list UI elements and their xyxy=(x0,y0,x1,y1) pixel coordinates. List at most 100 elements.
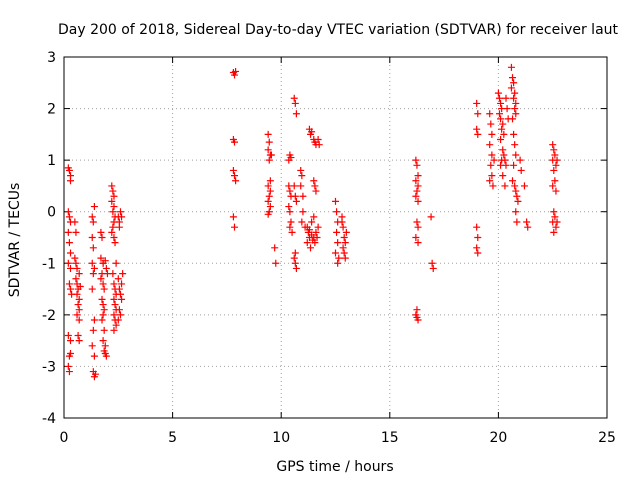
data-point xyxy=(287,154,295,162)
data-point xyxy=(291,192,299,200)
data-point xyxy=(90,203,98,211)
data-point xyxy=(89,244,97,252)
data-point xyxy=(486,141,494,149)
data-point xyxy=(115,285,123,293)
y-tick-label: 1 xyxy=(47,153,56,169)
data-point xyxy=(516,156,524,164)
data-point xyxy=(71,254,79,262)
data-point xyxy=(97,228,105,236)
data-point xyxy=(67,264,75,272)
data-point xyxy=(513,218,521,226)
data-point xyxy=(312,187,320,195)
data-point xyxy=(98,316,106,324)
data-point xyxy=(412,234,420,241)
data-point xyxy=(111,239,119,247)
data-point xyxy=(315,141,323,149)
data-point xyxy=(99,337,107,345)
data-point xyxy=(507,63,515,71)
data-point xyxy=(474,234,482,241)
data-point xyxy=(486,177,494,185)
data-point xyxy=(500,151,508,159)
data-point xyxy=(501,182,509,190)
data-point xyxy=(497,115,505,123)
data-point xyxy=(74,331,82,339)
data-point xyxy=(520,182,528,190)
data-point xyxy=(412,192,420,200)
data-point xyxy=(487,161,495,169)
data-point xyxy=(98,234,106,241)
data-point xyxy=(332,249,339,257)
data-point xyxy=(339,223,347,231)
data-point xyxy=(341,254,349,262)
data-point xyxy=(474,110,482,118)
y-tick-label: 3 xyxy=(47,50,56,66)
data-point xyxy=(72,275,80,283)
data-point xyxy=(510,94,518,102)
axis-ticks: 0 5 10 15 20 25 -4 -3 -2 -1 0 1 2 3 xyxy=(42,50,616,446)
data-point xyxy=(67,337,75,345)
data-point xyxy=(502,94,510,102)
data-point xyxy=(473,125,481,133)
data-point xyxy=(109,187,117,195)
data-point xyxy=(551,151,559,159)
data-point xyxy=(264,197,272,205)
data-point xyxy=(110,280,118,288)
data-point xyxy=(550,228,558,236)
data-point xyxy=(292,264,300,272)
data-point xyxy=(312,228,320,236)
data-point xyxy=(100,306,108,314)
data-point xyxy=(88,285,96,293)
data-point xyxy=(285,203,293,211)
data-point xyxy=(412,177,420,185)
data-point xyxy=(305,226,313,234)
data-point xyxy=(116,311,124,319)
data-point xyxy=(307,244,315,252)
data-point xyxy=(110,234,118,241)
data-point xyxy=(552,187,560,195)
x-tick-label: 10 xyxy=(272,430,290,446)
data-point xyxy=(110,192,118,200)
data-point xyxy=(286,208,294,216)
data-point xyxy=(497,136,505,144)
data-point xyxy=(342,228,350,236)
data-point xyxy=(413,187,421,195)
y-tick-label: 0 xyxy=(47,205,56,221)
data-point xyxy=(97,275,105,283)
data-point xyxy=(501,156,509,164)
data-point xyxy=(429,264,437,272)
data-point xyxy=(512,99,520,107)
data-point xyxy=(297,166,305,174)
y-tick-label: -3 xyxy=(42,359,56,375)
data-point xyxy=(101,342,109,350)
data-point xyxy=(99,301,107,309)
data-point xyxy=(65,280,73,288)
data-point xyxy=(511,141,519,149)
data-point xyxy=(414,239,422,247)
data-point xyxy=(510,79,518,87)
data-point xyxy=(487,120,495,128)
data-point xyxy=(552,161,560,169)
data-point xyxy=(414,223,422,231)
data-point xyxy=(75,270,83,278)
x-axis-label: GPS time / hours xyxy=(276,459,393,475)
data-point xyxy=(115,223,123,231)
data-point xyxy=(67,249,75,257)
data-point xyxy=(71,218,79,226)
data-point xyxy=(334,259,342,267)
data-point xyxy=(90,352,98,360)
data-point xyxy=(116,208,124,216)
data-point xyxy=(109,208,117,216)
data-point xyxy=(499,172,507,180)
data-point xyxy=(339,244,347,252)
data-point xyxy=(88,213,96,221)
data-point xyxy=(108,182,116,190)
data-point xyxy=(413,218,421,226)
data-point xyxy=(286,187,294,195)
data-point xyxy=(264,130,272,138)
data-point xyxy=(512,187,520,195)
data-point xyxy=(512,208,520,216)
data-point xyxy=(488,130,496,138)
data-point xyxy=(90,264,98,272)
data-point xyxy=(97,254,105,262)
data-point xyxy=(118,280,126,288)
